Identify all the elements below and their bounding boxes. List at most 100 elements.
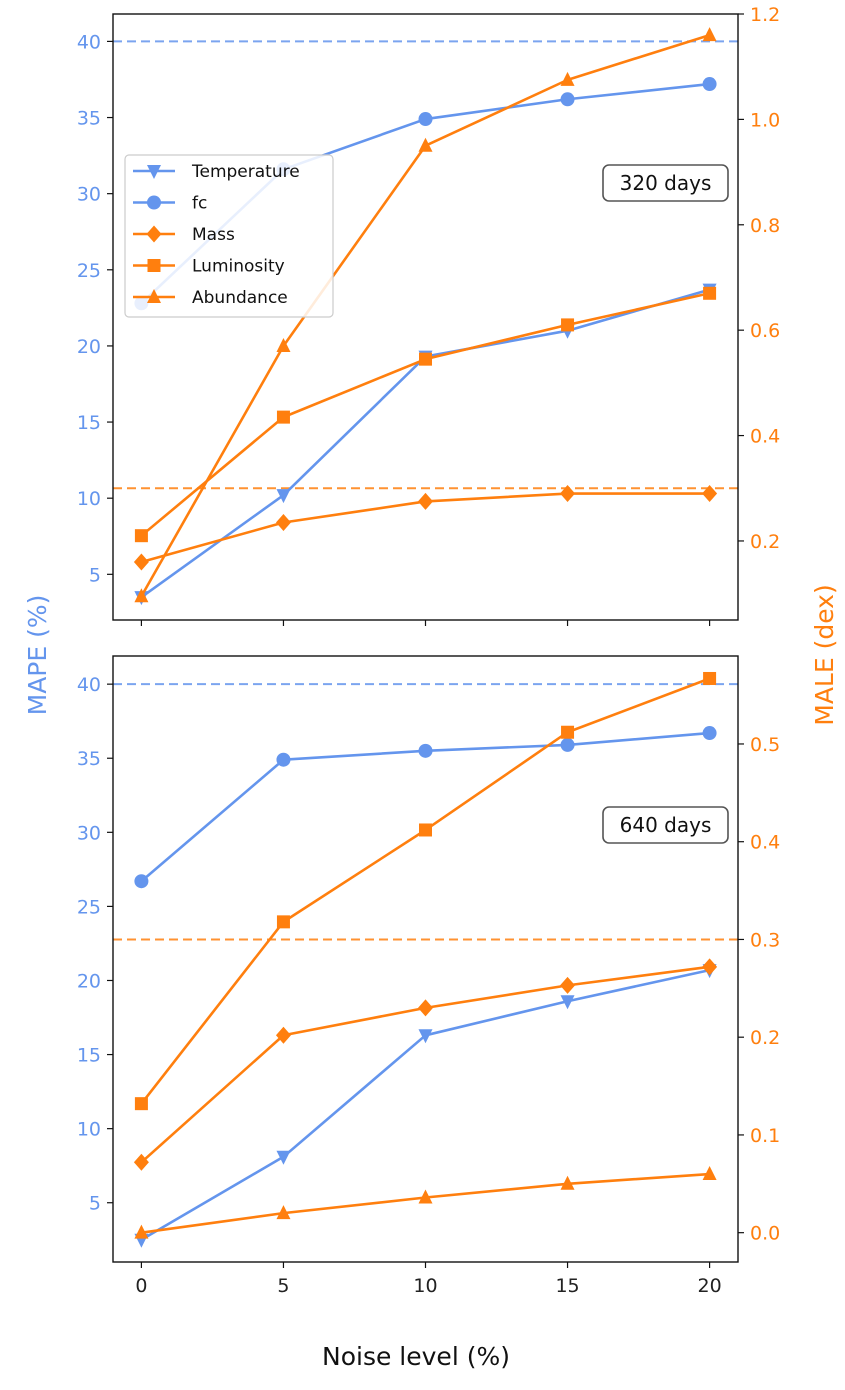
panel-1: 5 10 15 20 25 30 35 40 0.2 0.4 0.6 0.8 1.0 1.2 320 day…: [77, 4, 780, 626]
panel-2-abundance-point: [702, 1166, 717, 1181]
panel-1-mass-point: [560, 485, 576, 503]
panel-2-right-tick-label: 0.0: [750, 1223, 780, 1245]
panel-2-left-tick-label: 40: [77, 674, 101, 696]
legend-label: Abundance: [192, 288, 288, 308]
panel-1-series-temperature: [134, 283, 717, 606]
panel-2-series-luminosity: [134, 671, 717, 1111]
x-tick-label: 10: [413, 1275, 437, 1297]
panel-1-series-luminosity: [134, 286, 717, 543]
panel-2-luminosity-point: [276, 915, 290, 929]
panel-2-mass-point: [418, 999, 433, 1017]
panel-2-left-tick-label: 20: [77, 970, 101, 992]
panel-2-annotation-box: [602, 806, 729, 844]
panel-2-fc-point: [702, 726, 717, 741]
panel-2-abundance-point: [560, 1175, 575, 1190]
panel-1-left-tick-label: 20: [77, 336, 101, 358]
panel-1-luminosity-point: [561, 318, 575, 332]
panel-1-left-tick-label: 10: [77, 488, 101, 510]
panel-2-mass-point: [560, 976, 576, 994]
legend-label: Mass: [192, 225, 235, 245]
panel-1-right-tick-label: 1.0: [750, 109, 780, 131]
x-axis-title: Noise level (%): [322, 1342, 510, 1371]
panel-1-right-tick-label: 0.8: [750, 215, 780, 237]
panel-2-series-mass: [133, 958, 718, 1171]
panel-2-abundance-point: [276, 1205, 291, 1220]
panel-2-mass-point: [702, 958, 718, 976]
panel-1-left-tick-label: 15: [77, 412, 101, 434]
x-tick-label: 5: [277, 1275, 289, 1297]
panel-1-luminosity-point: [703, 286, 717, 300]
legend-entry-luminosity: Luminosity: [133, 257, 285, 277]
right-axis-title: MALE (dex): [810, 584, 839, 725]
panel-2-right-tick-label: 0.5: [750, 734, 780, 756]
panel-2-right-tick-label: 0.4: [750, 832, 780, 854]
panel-1-series-mass: [133, 485, 718, 571]
panel-2-temperature-point: [560, 995, 575, 1010]
panel-2-fc-point: [134, 874, 149, 889]
panel-2: 5 10 15 20 25 30 35 40 0.0 0.1 0.2 0.3 0.4 0.5 640 day…: [77, 655, 780, 1268]
panel-1-left-tick-label: 40: [77, 31, 101, 53]
panel-2-mass-point: [275, 1026, 291, 1044]
panel-1-abundance-point: [276, 337, 291, 352]
panel-1-annotation-box: [602, 164, 729, 202]
legend-marker: [147, 289, 161, 303]
legend-label: Luminosity: [192, 257, 285, 277]
panel-2-fc-point: [276, 752, 291, 767]
panels-layer: 5 10 15 20 25 30 35 40 0.2 0.4 0.6 0.8 1.0 1.2 320 day…: [77, 4, 780, 1297]
legend-marker: [147, 165, 161, 179]
legend-marker: [147, 259, 161, 272]
panel-2-left-tick-label: 10: [77, 1119, 101, 1141]
panel-2-left-tick-label: 5: [89, 1193, 101, 1215]
panel-2-left-tick-label: 25: [77, 896, 101, 918]
panel-1-abundance-point: [418, 137, 433, 152]
panel-2-annotation: 640 days: [602, 806, 729, 844]
left-axis-title: MAPE (%): [23, 595, 52, 716]
panel-2-luminosity-point: [419, 823, 432, 837]
panel-2-left-tick-label: 35: [77, 748, 101, 770]
panel-1-mass-point: [702, 485, 718, 503]
legend-box: [124, 154, 334, 318]
panel-1-fc-point: [702, 77, 717, 92]
panel-1-mass-point: [418, 492, 433, 510]
legend-marker: [146, 225, 162, 243]
panel-1-fc-point: [418, 112, 433, 127]
panel-2-right-tick-label: 0.1: [750, 1125, 780, 1147]
panel-2-abundance-point: [418, 1189, 433, 1204]
panel-1-luminosity-point: [276, 410, 290, 424]
panel-2-luminosity-point: [561, 725, 575, 739]
panel-1-left-tick-label: 5: [89, 564, 101, 586]
panel-1-left-tick-label: 25: [77, 260, 101, 282]
panel-1-left-tick-label: 35: [77, 108, 101, 130]
panel-2-right-tick-label: 0.3: [750, 929, 780, 951]
panel-1-left-tick-label: 30: [77, 184, 101, 206]
panel-1-right-tick-label: 0.2: [750, 531, 780, 553]
panel-1-right-tick-label: 0.4: [750, 426, 780, 448]
legend-entry-abundance: Abundance: [133, 288, 288, 308]
panel-2-annotation-label: 640 days: [620, 813, 712, 837]
panel-1-luminosity-point: [134, 529, 148, 543]
panel-2-luminosity-point: [134, 1097, 148, 1111]
panel-1-right-tick-label: 1.2: [750, 4, 780, 26]
panel-2-left-tick-label: 15: [77, 1045, 101, 1067]
x-tick-label: 20: [697, 1275, 721, 1297]
panel-1-abundance-point: [702, 27, 717, 42]
panel-2-abundance-point: [134, 1224, 149, 1239]
panel-1-annotation: 320 days: [602, 164, 729, 202]
legend-entry-fc: fc: [133, 194, 207, 214]
legend-marker: [147, 195, 161, 210]
legend: Temperature fc Mass Luminosity Abundance: [124, 154, 334, 318]
legend-entry-mass: Mass: [133, 225, 235, 245]
panel-2-right-tick-label: 0.2: [750, 1027, 780, 1049]
panel-1-temperature-point: [276, 489, 291, 504]
legend-entry-temperature: Temperature: [133, 162, 300, 182]
panel-1-series-abundance: [134, 27, 717, 603]
panel-2-luminosity-point: [703, 671, 717, 685]
panel-1-fc-point: [560, 92, 575, 107]
panel-1-right-tick-label: 0.6: [750, 320, 780, 342]
panel-1-annotation-label: 320 days: [620, 171, 712, 195]
panel-2-fc-point: [560, 737, 575, 752]
x-tick-label: 15: [555, 1275, 579, 1297]
panel-1-abundance-point: [560, 71, 575, 86]
panel-2-series-abundance: [134, 1166, 717, 1239]
